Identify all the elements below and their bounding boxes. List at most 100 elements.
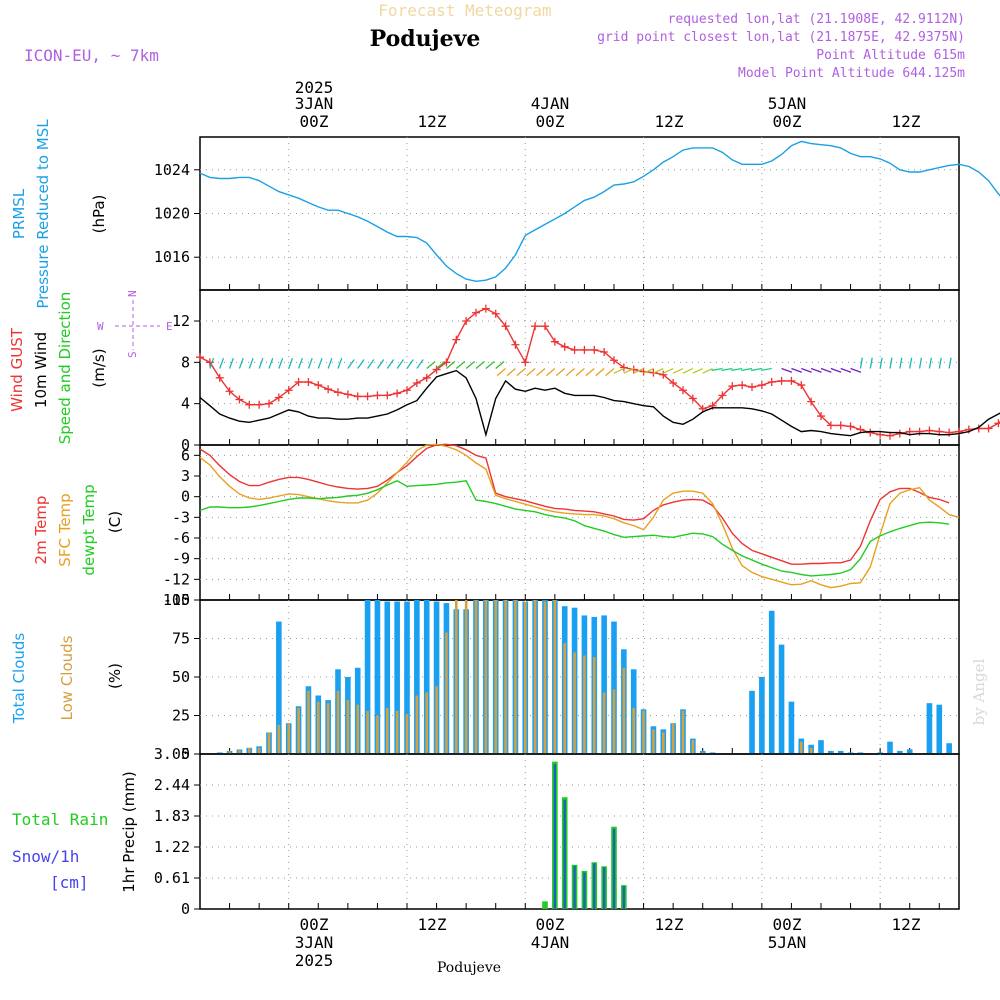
- wind-direction-arrow: [682, 367, 694, 374]
- clouds-bar-low: [602, 692, 606, 754]
- wind-direction-arrow: [376, 359, 385, 369]
- wind-direction-arrow: [672, 367, 684, 374]
- gust-marker: [807, 397, 816, 406]
- wind-direction-arrow: [575, 368, 585, 377]
- gust-marker: [817, 412, 825, 421]
- wind-direction-arrow: [889, 357, 893, 369]
- clouds-bar-low: [799, 741, 803, 754]
- wind-direction-arrow: [258, 357, 264, 369]
- wind-direction-arrow: [801, 367, 812, 373]
- clouds-bar-low: [405, 713, 409, 754]
- clouds-bar-total: [946, 743, 952, 754]
- requested-coords: requested lon,lat (21.1908E, 42.9112N): [668, 12, 965, 27]
- wind-direction-arrow: [347, 359, 355, 369]
- prmsl-series-line: [199, 140, 1000, 283]
- clouds-bar-low: [632, 707, 636, 754]
- wind-direction-arrow: [741, 367, 753, 372]
- clouds-bar-low: [356, 704, 360, 754]
- gust-marker: [274, 393, 283, 402]
- precipitation-bar-snow: [612, 828, 616, 909]
- top-hour-label: 12Z: [418, 112, 447, 131]
- wind-direction-arrow: [288, 357, 294, 369]
- clouds-bar-total: [788, 701, 795, 754]
- clouds-bar-total: [423, 600, 430, 754]
- clouds-bar-total: [611, 621, 617, 754]
- wind-direction-arrow: [810, 367, 822, 373]
- wind-direction-arrow: [662, 367, 674, 374]
- clouds-bar-low: [267, 732, 271, 754]
- clouds-bar-total: [877, 752, 883, 754]
- top-time-axis: 2025 3JAN 4JAN 5JAN 00Z 12Z 00Z 12Z 00Z …: [295, 78, 921, 131]
- clouds-bar-total: [906, 749, 913, 754]
- gust-marker: [284, 386, 293, 395]
- wind-direction-arrow: [613, 367, 625, 374]
- top-hour-label: 00Z: [773, 112, 802, 131]
- bottom-hour-label: 12Z: [892, 915, 921, 934]
- y-tick-label: -12: [163, 570, 190, 588]
- wind-direction-arrow: [820, 367, 832, 373]
- gust-marker: [403, 386, 411, 395]
- gust-marker: [994, 419, 1000, 428]
- top-year: 2025: [295, 78, 334, 97]
- wind-direction-arrow: [633, 367, 644, 374]
- top-date-label: 5JAN: [768, 94, 807, 113]
- precipitation-bar-snow: [602, 867, 606, 909]
- precipitation-bar-snow: [573, 865, 576, 909]
- y-tick-label: 1.22: [154, 838, 190, 856]
- gust-marker: [866, 428, 875, 437]
- gust-marker: [787, 376, 796, 385]
- precip-label: 1hr Precip (mm): [120, 771, 138, 892]
- wind-direction-arrow: [899, 357, 903, 369]
- wind-direction-arrow: [555, 368, 566, 377]
- gust-marker: [462, 317, 471, 325]
- temp-2m-label: 2m Temp: [32, 496, 50, 565]
- y-tick-label: -6: [172, 529, 190, 547]
- y-tick-label: 12: [172, 312, 190, 330]
- clouds-frame: [199, 599, 960, 755]
- y-tick-label: 1024: [154, 161, 190, 179]
- top-date-label: 4JAN: [531, 94, 570, 113]
- wind-direction-arrow: [595, 368, 605, 377]
- gust-marker: [836, 421, 845, 430]
- clouds-bar-low: [523, 601, 527, 754]
- gust-marker: [432, 365, 441, 374]
- clouds-bar-low: [681, 710, 685, 754]
- wind-direction-arrow: [938, 357, 942, 369]
- gust-marker: [797, 381, 806, 390]
- clouds-bar-low: [543, 601, 547, 754]
- wind-direction-arrow: [396, 359, 404, 369]
- clouds-bar-low: [514, 600, 517, 754]
- gust-marker: [255, 400, 264, 409]
- prmsl-desc-label: Pressure Reduced to MSL: [34, 119, 52, 309]
- wind-direction-arrow: [307, 357, 313, 369]
- clouds-bar-total: [759, 677, 765, 754]
- precipitation-bar-rain: [542, 901, 548, 909]
- wind-direction-arrow: [585, 368, 595, 377]
- gust-marker: [679, 386, 687, 395]
- wind-direction-arrow: [416, 359, 424, 369]
- wind-direction-arrow: [337, 357, 343, 369]
- y-tick-label: 0: [181, 436, 190, 454]
- gust-marker: [531, 322, 540, 331]
- wind-direction-arrow: [455, 360, 466, 370]
- y-tick-label: 100: [163, 591, 190, 609]
- clouds-bar-low: [316, 701, 320, 754]
- gust-marker: [777, 376, 786, 385]
- clouds-bar-total: [847, 752, 854, 754]
- gust-marker: [334, 388, 342, 397]
- clouds-bar-low: [336, 690, 340, 754]
- y-tick-label: 4: [181, 395, 190, 413]
- gust-marker: [412, 379, 421, 387]
- wind-direction-arrow: [406, 359, 414, 369]
- wind-frame: [199, 289, 960, 446]
- wind-direction-arrow: [219, 357, 225, 369]
- clouds-bar-low: [395, 710, 399, 754]
- gust-marker: [728, 382, 737, 391]
- clouds-bar-low: [573, 652, 576, 754]
- gust-marker: [590, 345, 599, 354]
- clouds-bar-total: [936, 704, 943, 754]
- wind-direction-arrow: [495, 360, 505, 370]
- wind-direction-arrow: [781, 367, 793, 373]
- clouds-bar-low: [809, 747, 813, 754]
- temperature-panel: -15 -12 -9 -6 -3 0 3 6: [163, 443, 960, 609]
